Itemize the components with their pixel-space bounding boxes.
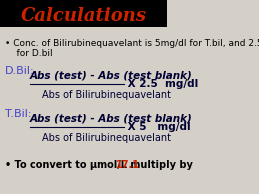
Text: • To convert to μmol/L multiply by: • To convert to μmol/L multiply by xyxy=(5,160,196,170)
Text: Abs of Bilirubinequavelant: Abs of Bilirubinequavelant xyxy=(42,90,171,100)
Text: D.Bil:: D.Bil: xyxy=(5,66,35,76)
Text: Calculations: Calculations xyxy=(21,8,147,25)
Text: Abs (test) - Abs (test blank): Abs (test) - Abs (test blank) xyxy=(30,70,193,81)
Text: T.Bil:: T.Bil: xyxy=(5,109,32,120)
Text: Abs of Bilirubinequavelant: Abs of Bilirubinequavelant xyxy=(42,133,171,143)
Text: X 2.5  mg/dl: X 2.5 mg/dl xyxy=(124,79,198,89)
Text: • Conc. of Bilirubinequavelant is 5mg/dl for T.bil, and 2.5 mg/dl
    for D.bil: • Conc. of Bilirubinequavelant is 5mg/dl… xyxy=(5,39,259,58)
FancyBboxPatch shape xyxy=(0,0,167,27)
Text: Abs (test) - Abs (test blank): Abs (test) - Abs (test blank) xyxy=(30,113,193,123)
Text: 17.1: 17.1 xyxy=(116,160,140,170)
Text: X 5   mg/dl: X 5 mg/dl xyxy=(124,122,190,132)
